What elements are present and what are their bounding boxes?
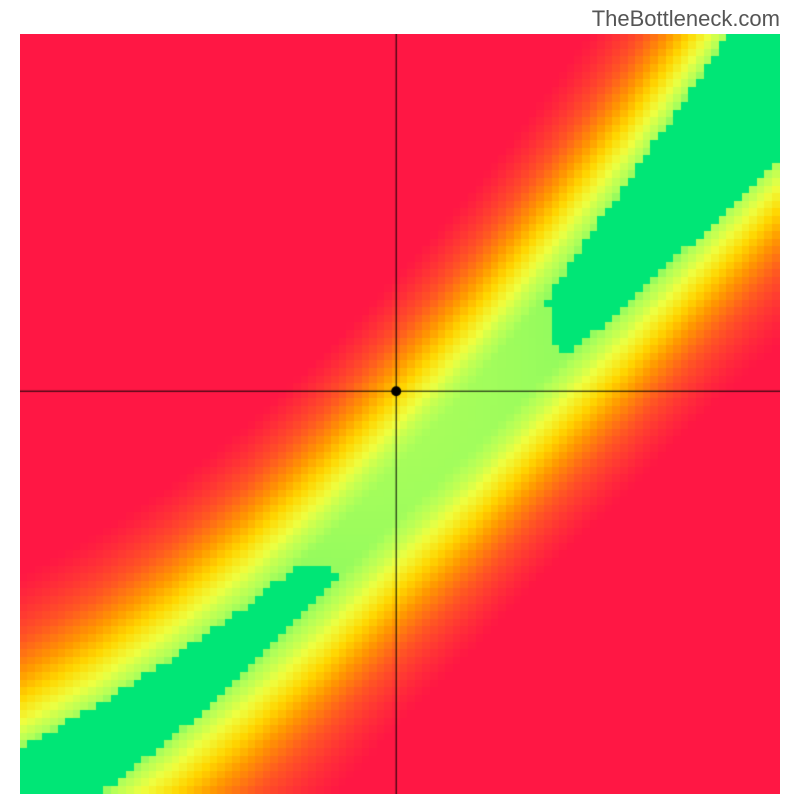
bottleneck-heatmap <box>20 34 780 794</box>
watermark-text: TheBottleneck.com <box>592 6 780 32</box>
